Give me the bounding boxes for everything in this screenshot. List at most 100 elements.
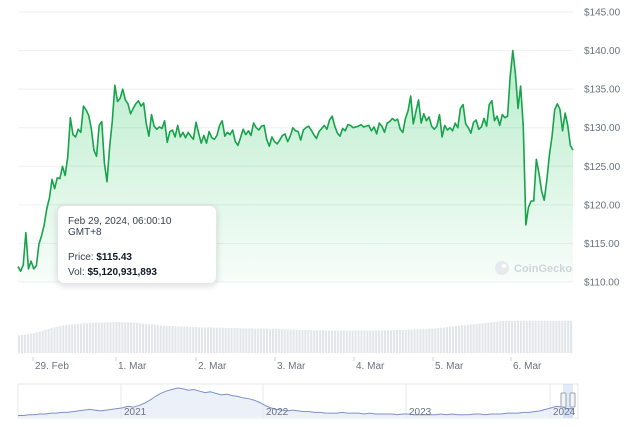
volume-bar [283,329,286,353]
volume-bar [74,324,77,353]
volume-bar [265,328,269,353]
volume-bar [369,330,372,353]
navigator[interactable]: 2021 2022 2023 2024 [17,383,579,419]
volume-bar [79,323,83,353]
volume-bar [35,332,38,353]
volume-bar [513,321,517,353]
y-tick-label: $115.00 [584,239,620,250]
volume-bar [395,329,398,353]
volume-bar [153,324,156,353]
volume-bar [47,329,50,353]
volume-bar [496,321,499,353]
coingecko-watermark: CoinGecko [495,261,572,275]
volume-bar [109,322,112,353]
navigator-year-label: 2022 [266,407,289,418]
volume-bar [387,330,390,353]
volume-bar [484,322,487,353]
volume-bar [360,330,363,353]
volume-bar [62,325,65,353]
volume-bar [549,321,552,353]
volume-bar [233,328,236,353]
watermark-text: CoinGecko [514,263,572,275]
volume-bar [333,330,336,353]
volume-bar [277,329,280,353]
tooltip-date: Feb 29, 2024, 06:00:10 GMT+8 [68,216,172,238]
volume-bar [330,330,333,353]
volume-bar [525,321,528,353]
volume-bar [404,329,407,353]
volume-bar [130,322,133,353]
volume-bar [472,324,475,353]
volume-bar [289,329,292,353]
volume-bar [26,334,29,353]
volume-bar [121,322,124,353]
volume-bar [257,328,260,353]
volume-bar [348,330,351,353]
navigator-handle-left[interactable] [560,392,567,408]
volume-bar [487,322,490,353]
volume-bar [103,322,106,353]
volume-bar [139,323,142,353]
volume-bar [407,329,410,353]
y-tick-label: $120.00 [584,200,621,211]
volume-bar [416,329,419,353]
volume-bar [183,326,186,353]
volume-bar [449,326,452,353]
volume-bar [499,321,502,353]
volume-bar [215,327,218,353]
navigator-selection[interactable] [563,384,573,418]
coingecko-logo-eye [502,264,506,268]
volume-bar [457,325,460,353]
volume-bar [144,323,147,353]
price-line[interactable] [17,49,574,272]
volume-bar [112,321,115,353]
volume-bar [298,329,301,353]
x-tick-label: 4. Mar [356,361,385,372]
volume-bar [239,328,242,353]
volume-bar [522,321,525,353]
volume-bar [162,325,165,353]
volume-bar [537,321,540,353]
y-tick-label: $140.00 [584,46,621,57]
volume-bar [440,327,443,353]
volume-bar [106,322,109,353]
volume-bar [555,321,558,353]
tooltip-price-label: Price: [68,252,94,263]
volume-bar [97,322,100,353]
x-tick-label: 2. Mar [198,361,227,372]
volume-bar [511,321,514,353]
volume-bar [159,325,162,353]
volume-bar [410,329,413,353]
volume-bar [437,328,440,353]
x-tick-label: 29. Feb [35,361,69,372]
volume-bar [531,321,534,353]
x-tick-label: 1. Mar [118,361,147,372]
volume-bar [375,330,378,353]
volume-bar [20,335,23,353]
volume-bar [398,329,401,353]
volume-bar [124,322,127,353]
volume-bar [147,324,150,353]
volume-bar [88,322,91,353]
volume-bar [156,325,159,353]
volume-bar [366,330,369,353]
volume-bar [316,330,319,353]
volume-bar [141,323,145,353]
volume-bar [322,330,325,353]
volume-bar [248,328,251,353]
volume-bar [32,333,35,353]
volume-bar [245,328,248,353]
volume-bar [570,321,573,353]
volume-bar [454,326,457,353]
volume-bar [493,321,496,353]
volume-bar [230,328,233,353]
volume-bar [177,326,180,353]
volume-bar [351,330,354,353]
volume-bar [268,329,271,353]
volume-bar [325,330,328,353]
volume-bar [286,329,289,353]
navigator-year-labels: 2021 2022 2023 2024 [124,407,576,418]
navigator-handle-right[interactable] [569,392,576,408]
volume-bar [198,327,201,353]
volume-bar [91,322,94,353]
